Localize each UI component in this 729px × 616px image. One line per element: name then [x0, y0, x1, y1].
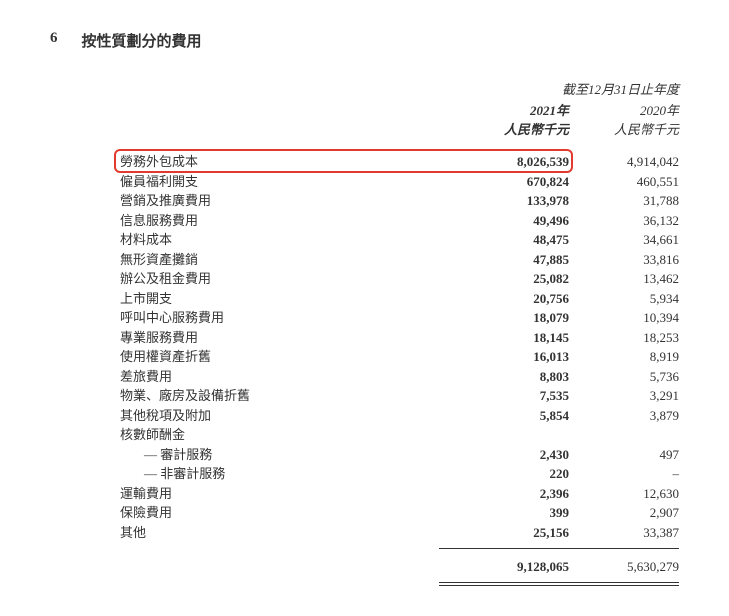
- table-row: 無形資產攤銷47,88533,816: [120, 250, 679, 270]
- row-value-2021: 49,496: [439, 211, 569, 231]
- total-v1: 9,128,065: [439, 557, 569, 578]
- total-label: [120, 557, 439, 578]
- row-value-2021: 16,013: [439, 347, 569, 367]
- row-value-2021: 670,824: [439, 172, 569, 192]
- table-row: 營銷及推廣費用133,97831,788: [120, 191, 679, 211]
- row-value-2021: 25,082: [439, 269, 569, 289]
- row-label: 運輸費用: [120, 484, 439, 504]
- row-value-2021: 7,535: [439, 386, 569, 406]
- double-rule: [439, 582, 679, 586]
- table-row: 辦公及租金費用25,08213,462: [120, 269, 679, 289]
- row-value-2021: 8,803: [439, 367, 569, 387]
- table-row: 專業服務費用18,14518,253: [120, 328, 679, 348]
- row-value-2020: 3,291: [569, 386, 679, 406]
- row-value-2021: 25,156: [439, 523, 569, 543]
- row-label: 專業服務費用: [120, 328, 439, 348]
- table-row: 勞務外包成本8,026,5394,914,042: [120, 152, 679, 172]
- table-row: 運輸費用2,39612,630: [120, 484, 679, 504]
- row-label: 其他: [120, 523, 439, 543]
- table-row: — 審計服務2,430497: [120, 445, 679, 465]
- total-v2: 5,630,279: [569, 557, 679, 578]
- row-label: 信息服務費用: [120, 211, 439, 231]
- row-value-2020: –: [569, 464, 679, 484]
- row-label: 僱員福利開支: [120, 172, 439, 192]
- row-label: 無形資產攤銷: [120, 250, 439, 270]
- row-label: 勞務外包成本: [120, 152, 439, 172]
- row-value-2020: 33,387: [569, 523, 679, 543]
- row-value-2021: 133,978: [439, 191, 569, 211]
- table-row: — 非審計服務220–: [120, 464, 679, 484]
- row-value-2021: 399: [439, 503, 569, 523]
- row-value-2020: 33,816: [569, 250, 679, 270]
- row-label: 呼叫中心服務費用: [120, 308, 439, 328]
- row-value-2020: 3,879: [569, 406, 679, 426]
- row-value-2021: 8,026,539: [439, 152, 569, 172]
- row-label: 物業、廠房及設備折舊: [120, 386, 439, 406]
- unit1-header: 人民幣千元: [439, 119, 569, 138]
- section-title: 按性質劃分的費用: [82, 30, 202, 51]
- row-value-2020: 12,630: [569, 484, 679, 504]
- row-value-2020: 8,919: [569, 347, 679, 367]
- row-value-2021: 18,079: [439, 308, 569, 328]
- row-label: 保險費用: [120, 503, 439, 523]
- row-value-2020: 31,788: [569, 191, 679, 211]
- row-value-2020: 18,253: [569, 328, 679, 348]
- row-label: 材料成本: [120, 230, 439, 250]
- row-value-2021: 5,854: [439, 406, 569, 426]
- table-row: 使用權資產折舊16,0138,919: [120, 347, 679, 367]
- row-value-2020: 2,907: [569, 503, 679, 523]
- row-value-2020: 34,661: [569, 230, 679, 250]
- expense-table: 截至12月31日止年度 2021年 2020年 人民幣千元 人民幣千元 勞務外包…: [120, 79, 679, 586]
- row-value-2021: 47,885: [439, 250, 569, 270]
- row-value-2021: 220: [439, 464, 569, 484]
- unit2-header: 人民幣千元: [569, 119, 679, 138]
- year2-header: 2020年: [569, 100, 679, 119]
- table-row: 其他25,15633,387: [120, 523, 679, 543]
- row-value-2020: 5,934: [569, 289, 679, 309]
- year-headers: 2021年 2020年: [120, 100, 679, 119]
- row-label: 辦公及租金費用: [120, 269, 439, 289]
- section-number: 6: [50, 30, 58, 51]
- row-value-2020: [569, 425, 679, 445]
- row-value-2021: 2,396: [439, 484, 569, 504]
- table-row: 物業、廠房及設備折舊7,5353,291: [120, 386, 679, 406]
- table-row: 保險費用3992,907: [120, 503, 679, 523]
- row-label: 差旅費用: [120, 367, 439, 387]
- row-value-2020: 36,132: [569, 211, 679, 231]
- table-row: 核數師酬金: [120, 425, 679, 445]
- row-value-2020: 497: [569, 445, 679, 465]
- row-value-2020: 10,394: [569, 308, 679, 328]
- table-row: 差旅費用8,8035,736: [120, 367, 679, 387]
- table-row: 呼叫中心服務費用18,07910,394: [120, 308, 679, 328]
- year1-header: 2021年: [439, 100, 569, 119]
- unit-headers: 人民幣千元 人民幣千元: [120, 119, 679, 138]
- row-value-2021: 18,145: [439, 328, 569, 348]
- table-row: 其他稅項及附加5,8543,879: [120, 406, 679, 426]
- row-value-2020: 13,462: [569, 269, 679, 289]
- row-label: 其他稅項及附加: [120, 406, 439, 426]
- row-label: 核數師酬金: [120, 425, 439, 445]
- row-label: — 非審計服務: [120, 464, 439, 484]
- row-value-2021: [439, 425, 569, 445]
- row-label: 使用權資產折舊: [120, 347, 439, 367]
- row-value-2021: 48,475: [439, 230, 569, 250]
- row-label: 營銷及推廣費用: [120, 191, 439, 211]
- table-row: 上市開支20,7565,934: [120, 289, 679, 309]
- total-row: 9,128,065 5,630,279: [120, 549, 679, 578]
- row-value-2020: 460,551: [569, 172, 679, 192]
- table-row: 僱員福利開支670,824460,551: [120, 172, 679, 192]
- period-header: 截至12月31日止年度: [120, 79, 679, 98]
- row-value-2021: 2,430: [439, 445, 569, 465]
- section-header: 6 按性質劃分的費用: [50, 30, 679, 51]
- row-value-2020: 4,914,042: [569, 152, 679, 172]
- row-label: — 審計服務: [120, 445, 439, 465]
- table-row: 信息服務費用49,49636,132: [120, 211, 679, 231]
- row-value-2020: 5,736: [569, 367, 679, 387]
- row-label: 上市開支: [120, 289, 439, 309]
- table-row: 材料成本48,47534,661: [120, 230, 679, 250]
- row-value-2021: 20,756: [439, 289, 569, 309]
